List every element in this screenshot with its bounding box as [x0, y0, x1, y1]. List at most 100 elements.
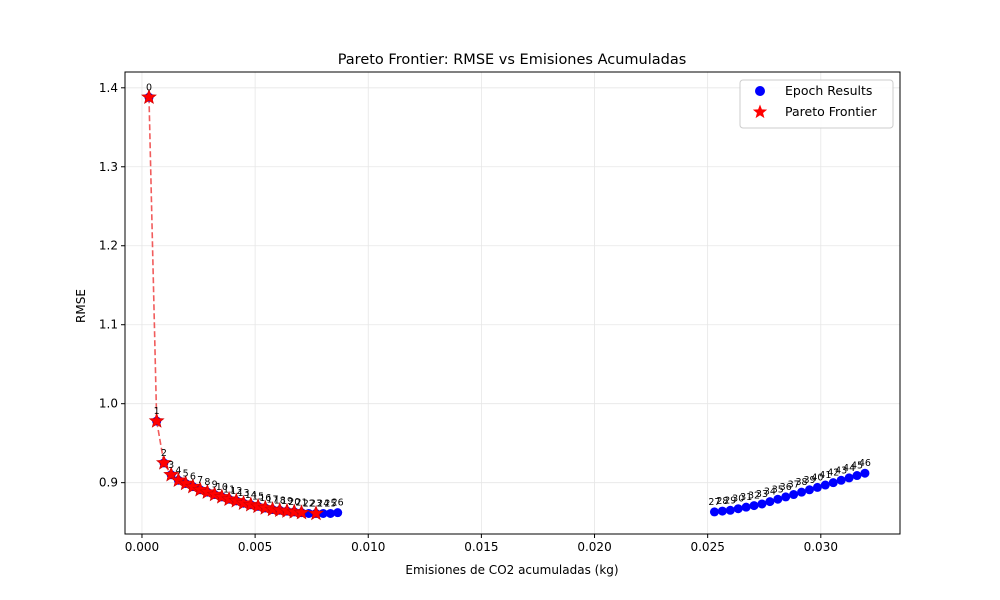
point-label: 8 — [204, 477, 210, 488]
x-axis-ticks: 0.000 0.005 0.010 0.015 0.020 0.025 0.030 — [125, 534, 838, 554]
point-label: 25 — [324, 498, 336, 509]
point-label: 7 — [197, 475, 203, 486]
point-label: 5 — [183, 468, 189, 479]
point-label: 2 — [161, 448, 167, 459]
pareto-star — [228, 492, 245, 508]
grid — [125, 72, 900, 534]
point-label: 22 — [303, 498, 315, 509]
epoch-point — [804, 485, 814, 495]
point-label: 26 — [332, 498, 344, 509]
pareto-frontier-series — [141, 88, 324, 521]
epoch-point — [852, 471, 862, 481]
point-label: 44 — [843, 463, 855, 474]
epoch-point — [765, 497, 775, 507]
point-label: 41 — [819, 470, 831, 481]
point-label: 46 — [859, 458, 871, 469]
epoch-point — [725, 505, 735, 515]
epoch-point — [828, 478, 838, 488]
x-tick-label: 0.030 — [804, 540, 838, 554]
x-tick-label: 0.025 — [690, 540, 724, 554]
legend-pareto-marker — [752, 104, 768, 119]
epoch-point — [836, 475, 846, 485]
point-label: 0 — [146, 82, 152, 93]
pareto-star — [155, 454, 172, 470]
pareto-star — [170, 471, 187, 488]
point-label: 17 — [266, 495, 278, 506]
legend: Epoch Results Pareto Frontier — [739, 79, 894, 129]
point-label: 34 — [764, 487, 776, 498]
point-label: 15 — [252, 491, 264, 502]
point-label: 11 — [223, 484, 235, 495]
epoch-point — [844, 473, 854, 483]
legend-epoch-marker — [755, 86, 765, 96]
point-label: 10 — [216, 482, 228, 493]
epoch-point — [733, 504, 743, 514]
point-label: 36 — [780, 482, 792, 493]
point-label: 4 — [175, 465, 181, 476]
x-tick-label: 0.010 — [351, 540, 385, 554]
epoch-point — [717, 506, 727, 516]
epoch-point — [773, 494, 783, 504]
epoch-point — [333, 508, 343, 518]
y-tick-label: 1.0 — [99, 397, 118, 411]
epoch-point — [709, 507, 719, 517]
pareto-star — [293, 504, 310, 520]
point-label: 12 — [230, 486, 242, 497]
legend-epoch-label: Epoch Results — [785, 83, 872, 98]
epoch-point — [797, 487, 807, 497]
epoch-point — [781, 492, 791, 502]
chart-title: Pareto Frontier: RMSE vs Emisiones Acumu… — [338, 52, 687, 68]
point-label: 21 — [295, 498, 307, 509]
point-label: 38 — [796, 477, 808, 488]
y-tick-label: 1.1 — [99, 318, 118, 332]
point-label: 20 — [288, 497, 300, 508]
y-axis-label: RMSE — [74, 289, 88, 323]
epoch-point — [741, 502, 751, 512]
x-tick-label: 0.000 — [125, 540, 159, 554]
x-axis-label: Emisiones de CO2 acumuladas (kg) — [405, 563, 618, 577]
x-tick-label: 0.020 — [577, 540, 611, 554]
epoch-point — [757, 499, 767, 509]
legend-box — [739, 79, 894, 129]
point-label: 31 — [740, 492, 752, 503]
point-label: 42 — [827, 468, 839, 479]
point-label: 9 — [212, 480, 218, 491]
point-label: 16 — [259, 493, 271, 504]
point-label: 37 — [788, 480, 800, 491]
epoch-point — [789, 490, 799, 500]
pareto-star — [177, 475, 194, 491]
x-tick-label: 0.015 — [464, 540, 498, 554]
pareto-star — [184, 478, 201, 494]
epoch-point — [812, 482, 822, 492]
point-label: 13 — [238, 488, 250, 499]
point-label: 30 — [732, 494, 744, 505]
plot-area-frame — [124, 71, 901, 535]
point-label: 27 — [708, 497, 720, 508]
point-label: 24 — [317, 498, 329, 509]
point-label: 3 — [168, 460, 174, 471]
y-tick-label: 1.2 — [99, 239, 118, 253]
epoch-point — [860, 468, 870, 478]
pareto-star — [206, 486, 223, 502]
pareto-star — [148, 412, 165, 428]
point-label: 40 — [811, 472, 823, 483]
pareto-star — [213, 488, 230, 504]
point-label: 45 — [851, 461, 863, 472]
point-label: 23 — [310, 498, 322, 509]
point-label: 1 — [154, 406, 160, 417]
y-tick-label: 0.9 — [99, 476, 118, 490]
pareto-star — [199, 483, 216, 499]
pareto-star — [141, 88, 157, 105]
pareto-star — [192, 481, 209, 497]
point-label: 6 — [190, 472, 196, 483]
y-tick-label: 1.3 — [99, 160, 118, 174]
point-label: 29 — [724, 495, 736, 506]
point-label: 14 — [245, 490, 257, 501]
point-label: 33 — [756, 489, 768, 500]
point-label: 35 — [772, 484, 784, 495]
point-label: 19 — [281, 496, 293, 507]
y-tick-label: 1.4 — [99, 81, 118, 95]
legend-pareto-label: Pareto Frontier — [785, 104, 877, 119]
